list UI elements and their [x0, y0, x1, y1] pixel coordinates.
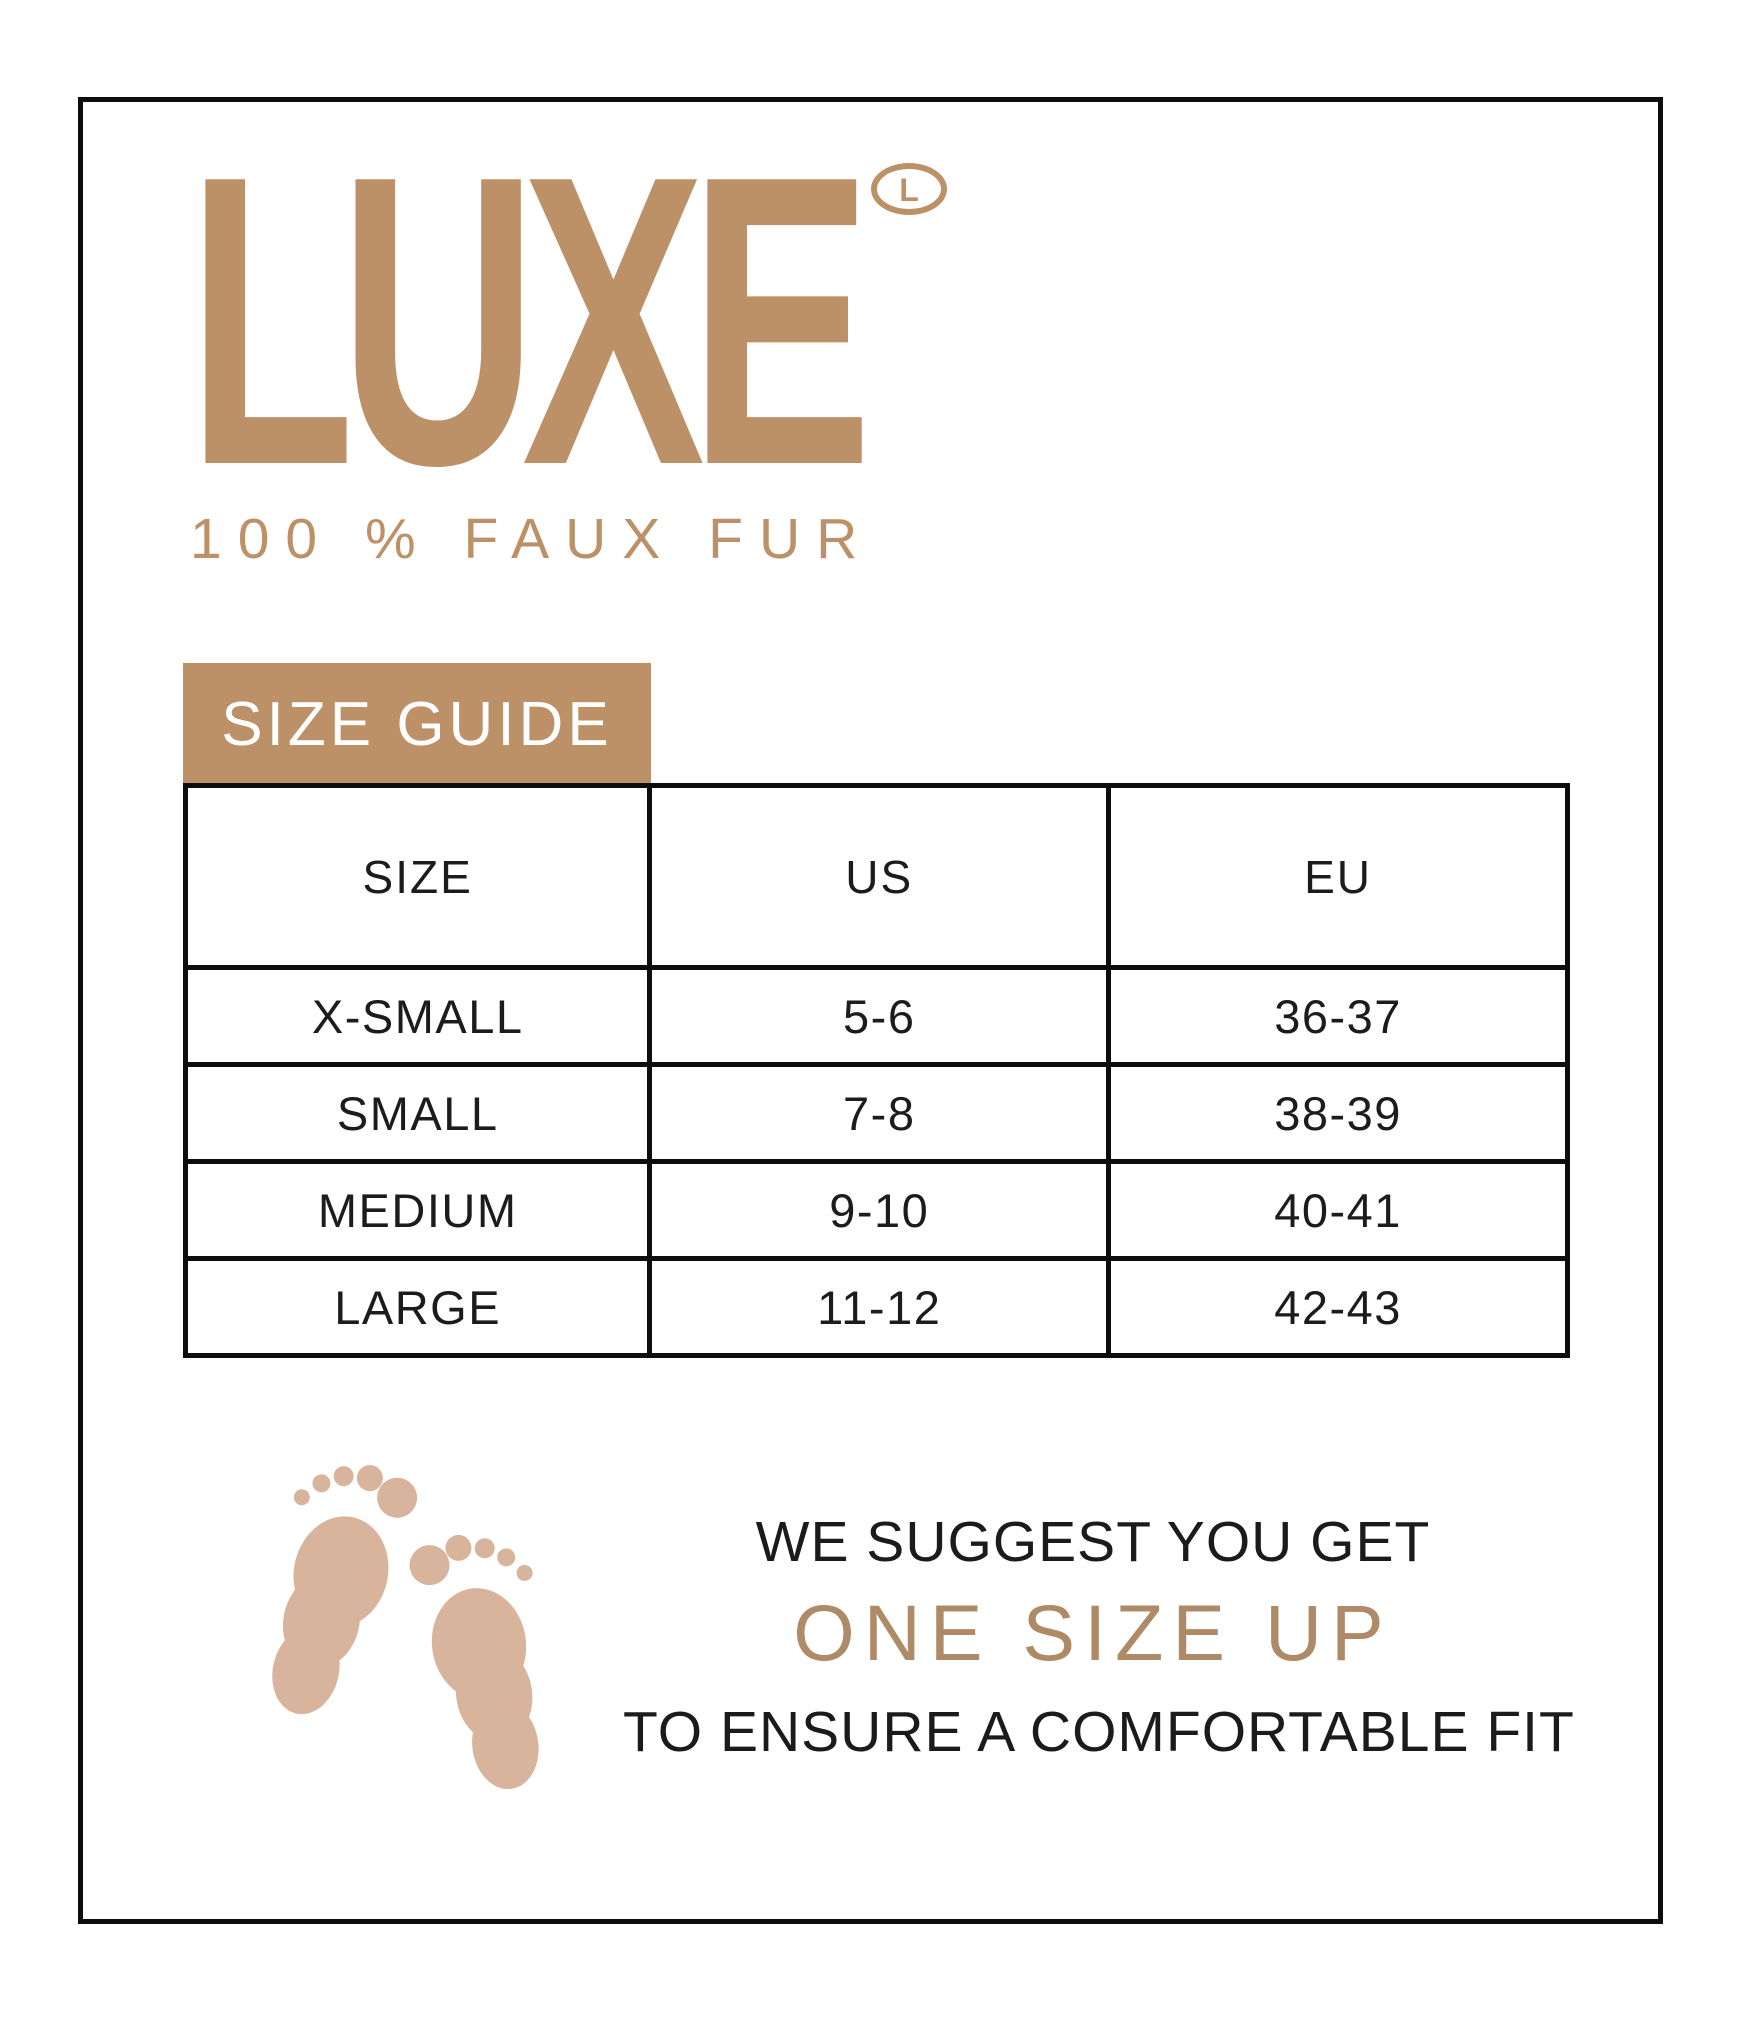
brand-tagline: 100 % FAUX FUR — [190, 507, 874, 571]
table-cell-eu: 38-39 — [1106, 1062, 1570, 1164]
card-border: LUXE L 100 % FAUX FUR SIZE GUIDE SIZE US… — [78, 97, 1663, 1924]
suggestion-line-2: TO ENSURE A COMFORTABLE FIT — [623, 1700, 1575, 1765]
table-cell-eu: 40-41 — [1106, 1159, 1570, 1261]
table-row: X-SMALL 5-6 36-37 — [182, 965, 1570, 1067]
table-cell-us: 5-6 — [647, 965, 1112, 1067]
size-table: SIZE US EU X-SMALL 5-6 36-37 SMALL 7-8 3… — [182, 783, 1570, 1358]
column-header-us: US — [647, 783, 1112, 970]
table-header-row: SIZE US EU — [182, 783, 1570, 970]
suggestion-highlight: ONE SIZE UP — [793, 1587, 1393, 1677]
fit-suggestion: WE SUGGEST YOU GET ONE SIZE UP TO ENSURE… — [623, 1510, 1575, 1766]
footprints-icon — [272, 1465, 539, 1790]
table-cell-us: 7-8 — [647, 1062, 1112, 1164]
column-header-size: SIZE — [182, 783, 653, 970]
table-cell-size: X-SMALL — [182, 965, 653, 1067]
size-guide-title: SIZE GUIDE — [221, 689, 613, 759]
column-header-eu: EU — [1106, 783, 1570, 970]
table-cell-us: 9-10 — [647, 1159, 1112, 1261]
table-row: LARGE 11-12 42-43 — [182, 1256, 1570, 1358]
table-row: MEDIUM 9-10 40-41 — [182, 1159, 1570, 1261]
trademark-circle-l-icon: L — [871, 163, 947, 215]
table-cell-size: MEDIUM — [182, 1159, 653, 1261]
table-cell-eu: 36-37 — [1106, 965, 1570, 1067]
table-cell-size: LARGE — [182, 1256, 653, 1358]
table-cell-us: 11-12 — [647, 1256, 1112, 1358]
size-guide-banner: SIZE GUIDE — [183, 663, 651, 785]
table-cell-eu: 42-43 — [1106, 1256, 1570, 1358]
brand-logo: LUXE — [187, 91, 872, 552]
table-row: SMALL 7-8 38-39 — [182, 1062, 1570, 1164]
trademark-letter: L — [899, 172, 919, 208]
table-cell-size: SMALL — [182, 1062, 653, 1164]
suggestion-line-1: WE SUGGEST YOU GET — [755, 1510, 1431, 1574]
